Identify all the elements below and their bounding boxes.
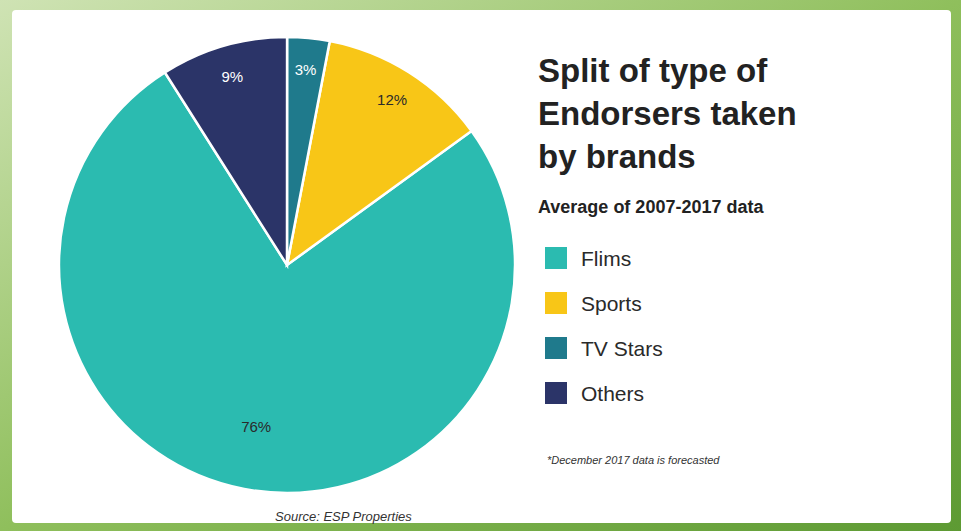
legend-label: Flims bbox=[581, 247, 631, 270]
source: Source: ESP Properties bbox=[275, 509, 412, 524]
data-label: 12% bbox=[377, 91, 407, 108]
data-label: 76% bbox=[241, 418, 271, 435]
subtitle: Average of 2007-2017 data bbox=[538, 197, 764, 217]
pie-rim bbox=[56, 34, 518, 496]
legend-swatch bbox=[545, 292, 567, 314]
background bbox=[0, 0, 961, 531]
legend-swatch bbox=[545, 247, 567, 269]
title-line: Endorsers taken bbox=[538, 95, 797, 132]
legend-item: Flims bbox=[545, 247, 631, 270]
title-line: Split of type of bbox=[538, 52, 768, 89]
data-label: 3% bbox=[295, 61, 317, 78]
legend: Flims Sports TV Stars Others bbox=[545, 247, 663, 405]
pie-slice bbox=[287, 37, 330, 265]
legend-item: TV Stars bbox=[545, 337, 663, 360]
data-label: 9% bbox=[222, 68, 244, 85]
legend-label: TV Stars bbox=[581, 337, 663, 360]
legend-item: Sports bbox=[545, 292, 642, 315]
legend-swatch bbox=[545, 382, 567, 404]
chart-canvas: 76% 12% 3% 9% Split of type of Endorsers take… bbox=[0, 0, 961, 531]
footnote: *December 2017 data is forecasted bbox=[547, 454, 720, 466]
legend-label: Sports bbox=[581, 292, 642, 315]
pie: 76% 12% 3% 9% bbox=[56, 34, 518, 496]
pie-slice bbox=[287, 41, 471, 265]
title-line: by brands bbox=[538, 138, 696, 175]
pie-slice bbox=[165, 37, 287, 265]
legend-item: Others bbox=[545, 382, 644, 405]
title: Split of type of Endorsers taken by brands bbox=[538, 52, 797, 175]
legend-label: Others bbox=[581, 382, 644, 405]
legend-swatch bbox=[545, 337, 567, 359]
panel bbox=[12, 10, 951, 523]
